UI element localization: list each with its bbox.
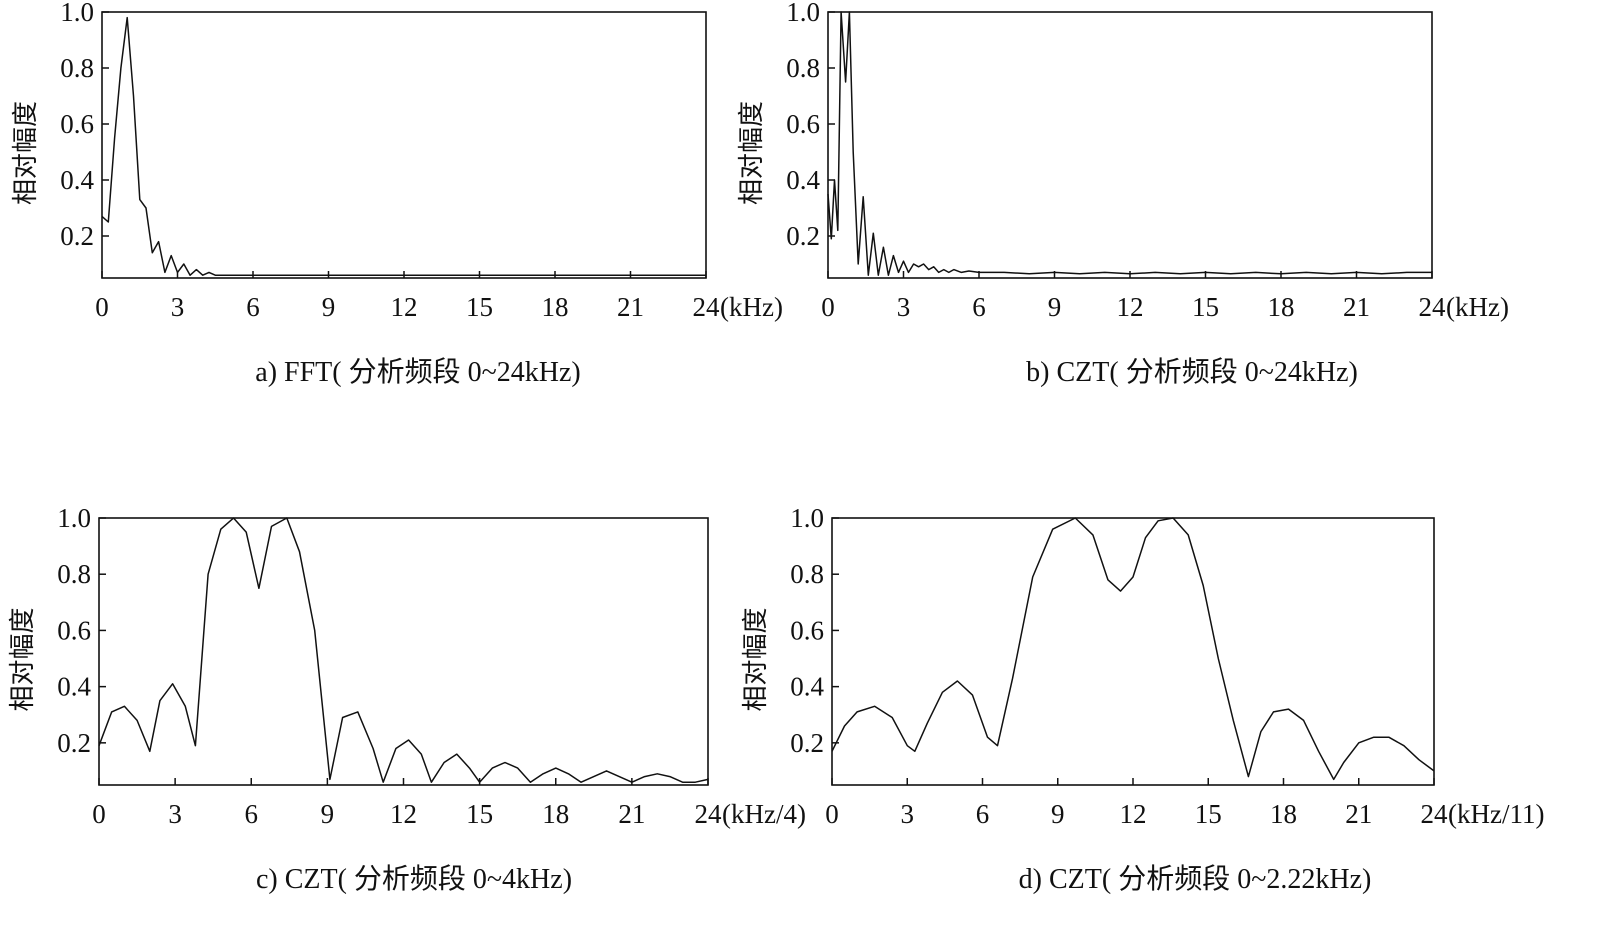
x-tick-label: 0 [825,799,839,829]
x-tick-label: 21 [618,799,645,829]
y-tick-label: 0.8 [57,559,91,589]
x-tick-label: 0 [821,292,835,322]
y-tick-label: 0.6 [790,615,824,645]
caption-a: a) FFT( 分析频段 0~24kHz) [255,356,580,388]
x-tick-label: 18 [1270,799,1297,829]
series-line-d [831,517,1435,781]
x-tick-label: 0 [92,799,106,829]
y-axis-label-c: 相对幅度 [8,607,38,711]
x-tick-label: 18 [542,292,569,322]
y-tick-label: 0.2 [57,728,91,758]
series-line-b [827,11,1432,276]
y-tick-label: 0.8 [790,559,824,589]
x-tick-label: 3 [897,292,911,322]
y-axis-label-b: 相对幅度 [737,101,767,205]
y-tick-label: 0.2 [790,728,824,758]
plot-frame-c [98,517,709,786]
x-tick-label: 24 [1421,799,1449,829]
x-tick-label: 12 [390,799,417,829]
x-tick-label: 3 [168,799,182,829]
y-tick-label: 0.8 [60,53,94,83]
x-tick-label: 12 [391,292,418,322]
x-tick-label: 24 [693,292,721,322]
y-tick-label: 0.6 [786,109,820,139]
y-tick-label: 1.0 [790,503,824,533]
y-axis-label-d: 相对幅度 [741,607,771,711]
y-ticks-c: 0.2 0.4 0.6 0.8 1.0 [57,503,106,758]
y-ticks-b: 0.2 0.4 0.6 0.8 1.0 [786,0,835,251]
y-tick-label: 0.4 [790,672,824,702]
y-ticks-d: 0.2 0.4 0.6 0.8 1.0 [790,503,839,758]
x-tick-label: 21 [1345,799,1372,829]
x-tick-label: 21 [617,292,644,322]
y-tick-label: 1.0 [786,0,820,27]
y-ticks-a: 0.2 0.4 0.6 0.8 1.0 [60,0,109,251]
x-tick-label: 18 [1268,292,1295,322]
x-unit-label-d: (kHz/11) [1448,799,1544,829]
x-tick-label: 9 [1051,799,1065,829]
x-tick-label: 0 [95,292,109,322]
chart-panel-b: 0.2 0.4 0.6 0.8 1.0 0 3 6 9 12 15 18 21 24 相对幅度 (kHz… [737,0,1509,388]
y-tick-label: 0.4 [57,672,91,702]
x-unit-label-c: (kHz/4) [722,799,806,829]
series-line-c [98,517,709,783]
y-tick-label: 0.2 [60,221,94,251]
x-tick-label: 24 [695,799,723,829]
y-tick-label: 0.6 [57,615,91,645]
x-unit-label-a: (kHz) [720,292,783,322]
series-line-a [101,16,706,276]
x-tick-label: 6 [246,292,260,322]
chart-panel-d: 0.2 0.4 0.6 0.8 1.0 0 3 6 9 12 15 18 21 24 相对幅度 (kHz… [741,503,1544,895]
x-ticks-d: 0 3 6 9 12 15 18 21 24 [825,778,1448,829]
x-tick-label: 3 [171,292,185,322]
caption-b: b) CZT( 分析频段 0~24kHz) [1026,356,1358,388]
x-tick-label: 6 [976,799,990,829]
x-tick-label: 21 [1343,292,1370,322]
x-tick-label: 6 [245,799,259,829]
chart-panel-c: 0.2 0.4 0.6 0.8 1.0 0 3 6 9 12 15 18 21 24 相对幅度 (kHz… [8,503,806,895]
y-tick-label: 0.2 [786,221,820,251]
x-tick-label: 15 [1195,799,1222,829]
caption-d: d) CZT( 分析频段 0~2.22kHz) [1019,863,1372,895]
x-tick-label: 15 [1192,292,1219,322]
x-ticks-c: 0 3 6 9 12 15 18 21 24 [92,778,722,829]
x-ticks-a: 0 3 6 9 12 15 18 21 24 [95,271,720,322]
x-tick-label: 9 [321,799,335,829]
plot-frame-b [827,11,1433,279]
y-axis-label-a: 相对幅度 [11,101,41,205]
x-ticks-b: 0 3 6 9 12 15 18 21 24 [821,271,1446,322]
plot-frame-d [831,517,1435,786]
y-tick-label: 0.4 [60,165,94,195]
chart-panel-a: 0.2 0.4 0.6 0.8 1.0 0 3 6 9 12 15 18 21 24 相对幅度 (kHz… [11,0,783,388]
x-tick-label: 15 [466,292,493,322]
caption-c: c) CZT( 分析频段 0~4kHz) [256,863,572,895]
y-tick-label: 0.4 [786,165,820,195]
x-tick-label: 15 [466,799,493,829]
y-tick-label: 1.0 [57,503,91,533]
y-tick-label: 1.0 [60,0,94,27]
x-tick-label: 9 [322,292,336,322]
x-unit-label-b: (kHz) [1446,292,1509,322]
x-tick-label: 24 [1419,292,1447,322]
x-tick-label: 3 [901,799,915,829]
x-tick-label: 12 [1117,292,1144,322]
x-tick-label: 6 [972,292,986,322]
plot-frame-a [101,11,707,279]
y-tick-label: 0.8 [786,53,820,83]
y-tick-label: 0.6 [60,109,94,139]
x-tick-label: 12 [1120,799,1147,829]
x-tick-label: 9 [1048,292,1062,322]
x-tick-label: 18 [542,799,569,829]
